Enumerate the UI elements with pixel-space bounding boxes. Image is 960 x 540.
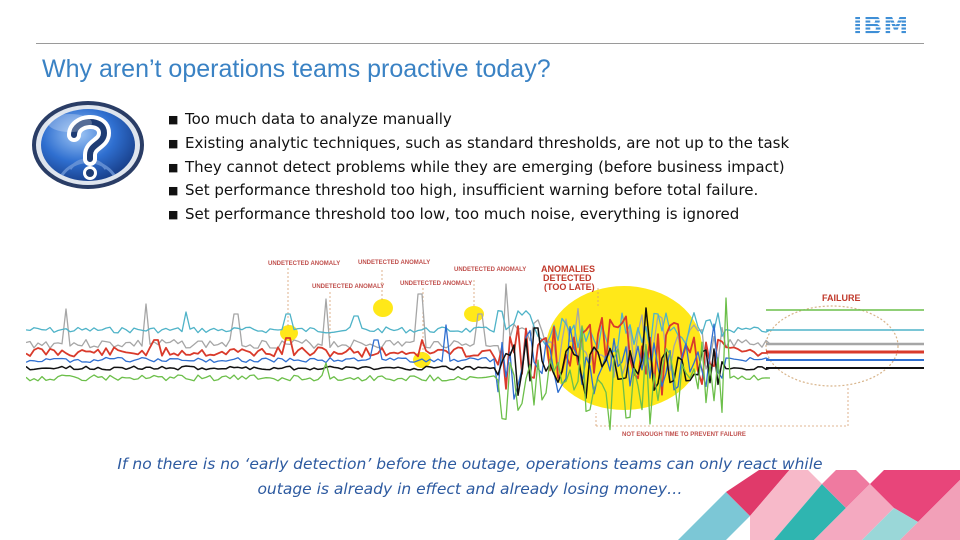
annotation-anomalies-detected: DETECTED	[543, 273, 592, 283]
corner-decoration	[678, 470, 960, 540]
bullet-text: Set performance threshold too high, insu…	[185, 181, 759, 200]
annotation-anomalies-detected: (TOO LATE)	[544, 282, 595, 292]
deco-shape	[900, 480, 960, 540]
annotation-undetected-anomaly: UNDETECTED ANOMALY	[454, 267, 526, 273]
annotation-undetected-anomaly: UNDETECTED ANOMALY	[312, 284, 384, 290]
deco-shape	[870, 470, 960, 522]
square-bullet-icon: ■	[168, 136, 179, 150]
bullet-text: They cannot detect problems while they a…	[185, 157, 785, 176]
square-bullet-icon: ■	[168, 113, 179, 126]
leader-line	[596, 388, 849, 427]
annotation-anomalies-detected: ANOMALIES	[541, 264, 595, 274]
signal-trace-red	[26, 315, 771, 396]
deco-shape	[862, 508, 918, 540]
deco-shape	[814, 484, 894, 540]
caption-line-1: If no there is no ‘early detection’ befo…	[117, 455, 823, 473]
ibm-logo: IBM	[853, 11, 909, 38]
header-divider	[36, 43, 924, 44]
annotation-undetected-anomaly: UNDETECTED ANOMALY	[400, 281, 472, 287]
annotation-undetected-anomaly: UNDETECTED ANOMALY	[358, 260, 430, 266]
highlight-blob	[373, 299, 393, 317]
deco-shape	[726, 470, 790, 516]
ibm-logo-text: IBM	[853, 11, 909, 38]
question-mark-icon	[32, 101, 144, 189]
bullet-item: ■ Too much data to analyze manually	[168, 108, 789, 132]
deco-shape	[750, 470, 822, 540]
anomaly-timeline-figure: UNDETECTED ANOMALY UNDETECTED ANOMALY UN…	[26, 260, 924, 438]
square-bullet-icon: ■	[168, 208, 179, 222]
square-bullet-icon: ■	[168, 184, 179, 198]
highlight-blob	[464, 306, 484, 322]
bullet-item: ■ Existing analytic techniques, such as s…	[168, 132, 789, 156]
failure-circle	[765, 305, 899, 387]
bullet-item: ■ They cannot detect problems while they …	[168, 156, 789, 180]
slide-title: Why aren’t operations teams proactive to…	[42, 55, 551, 83]
signal-trace-black	[26, 307, 771, 399]
signal-trace-cyan	[26, 310, 771, 353]
deco-shape	[822, 470, 870, 508]
annotation-failure: FAILURE	[822, 293, 861, 303]
bullet-text: Existing analytic techniques, such as st…	[185, 133, 790, 152]
signal-trace-green	[26, 297, 771, 431]
annotation-undetected-anomaly: UNDETECTED ANOMALY	[268, 261, 340, 267]
deco-shape	[678, 492, 750, 540]
bullet-text: Set performance threshold too low, too m…	[185, 205, 740, 224]
bullet-item: ■ Set performance threshold too low, too …	[168, 203, 789, 227]
bullet-item: ■ Set performance threshold too high, ins…	[168, 179, 789, 203]
caption: If no there is no ‘early detection’ befo…	[60, 452, 880, 502]
annotation-not-enough-time: NOT ENOUGH TIME TO PREVENT FAILURE	[622, 432, 746, 438]
bullet-text: Too much data to analyze manually	[185, 110, 452, 128]
square-bullet-icon: ■	[168, 160, 179, 174]
caption-line-2: outage is already in effect and already …	[257, 480, 683, 498]
bullet-list: ■ Too much data to analyze manually ■ Exis…	[168, 108, 789, 227]
